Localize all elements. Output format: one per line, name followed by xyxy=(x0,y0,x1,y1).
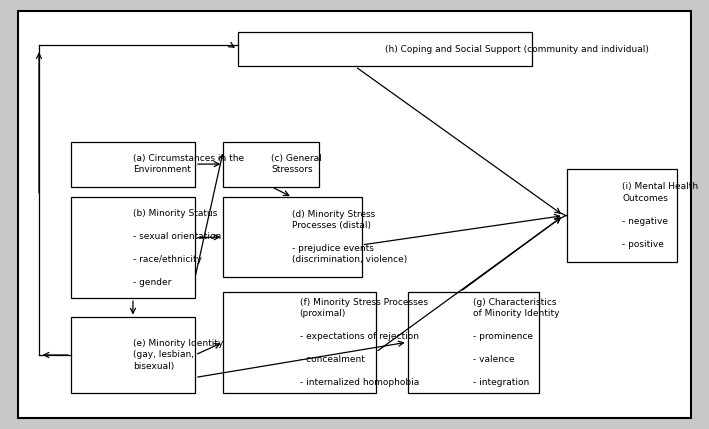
Bar xyxy=(71,317,195,393)
Bar xyxy=(238,32,532,66)
Text: (a) Circumstances in the
Environment: (a) Circumstances in the Environment xyxy=(133,154,244,174)
Text: (c) General
Stressors: (c) General Stressors xyxy=(271,154,322,174)
Text: (f) Minority Stress Processes
(proximal)

- expectations of rejection

- conceal: (f) Minority Stress Processes (proximal)… xyxy=(299,298,428,387)
Text: (i) Mental Health
Outcomes

- negative

- positive: (i) Mental Health Outcomes - negative - … xyxy=(623,182,698,249)
Bar xyxy=(567,169,677,262)
Bar xyxy=(71,142,195,187)
Bar xyxy=(223,142,319,187)
Text: (b) Minority Status

- sexual orientation

- race/ethnicity

- gender: (b) Minority Status - sexual orientation… xyxy=(133,209,221,287)
Text: (h) Coping and Social Support (community and individual): (h) Coping and Social Support (community… xyxy=(384,45,649,54)
Bar xyxy=(408,292,539,393)
Bar xyxy=(71,197,195,298)
Bar xyxy=(223,292,376,393)
Text: (g) Characteristics
of Minority Identity

- prominence

- valence

- integration: (g) Characteristics of Minority Identity… xyxy=(474,298,560,387)
Text: (d) Minority Stress
Processes (distal)

- prejudice events
(discrimination, viol: (d) Minority Stress Processes (distal) -… xyxy=(292,210,408,264)
Text: (e) Minority Identity
(gay, lesbian,
bisexual): (e) Minority Identity (gay, lesbian, bis… xyxy=(133,339,223,371)
Bar xyxy=(223,197,362,277)
